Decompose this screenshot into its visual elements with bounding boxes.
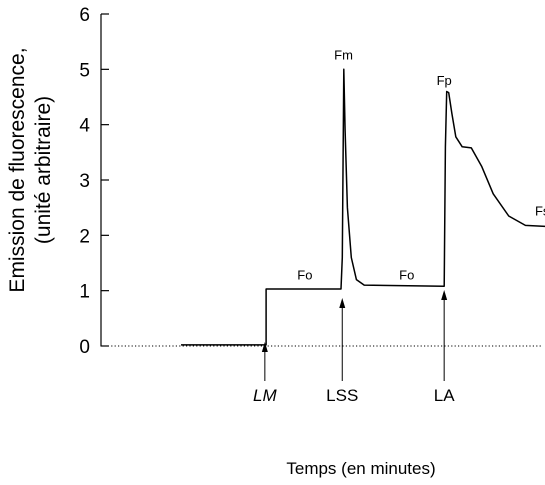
y-axis-title-line: (unité arbitraire) bbox=[32, 96, 55, 244]
event-arrow-head bbox=[441, 290, 448, 300]
y-tick-label-4: 4 bbox=[79, 116, 90, 137]
light-events: LMLSSLALSSLM, seule bbox=[253, 290, 455, 405]
annotation-label: Fm bbox=[334, 47, 353, 62]
event-arrow-head bbox=[339, 298, 346, 308]
series-line-0 bbox=[181, 68, 545, 346]
annotations: FoFmFoFpFsFm'Fo'Fo bbox=[297, 47, 545, 283]
event-arrow-head bbox=[261, 342, 268, 352]
annotation-label: Fp bbox=[437, 73, 452, 88]
y-tick-label-6: 6 bbox=[79, 5, 90, 26]
event-label: LSS bbox=[326, 386, 358, 405]
annotation-label: Fo bbox=[399, 268, 414, 283]
y-tick-label-3: 3 bbox=[79, 171, 90, 192]
annotation-label: Fs bbox=[535, 203, 545, 218]
event-label: LM bbox=[253, 386, 277, 405]
y-tick-label-1: 1 bbox=[79, 282, 90, 303]
annotation-label: Fo bbox=[297, 268, 312, 283]
y-axis: 0 1 2 3 4 5 6 bbox=[79, 5, 109, 358]
y-tick-label-5: 5 bbox=[79, 60, 90, 81]
y-tick-label-2: 2 bbox=[79, 226, 90, 247]
event-label: LA bbox=[434, 386, 455, 405]
y-axis-title-line: Emission de fluorescence, bbox=[6, 47, 29, 292]
y-tick-label-0: 0 bbox=[79, 337, 90, 358]
series-area bbox=[181, 68, 545, 346]
axis-titles: Emission de fluorescence, (unité arbitrai… bbox=[6, 47, 436, 478]
x-axis-title: Temps (en minutes) bbox=[286, 459, 435, 478]
